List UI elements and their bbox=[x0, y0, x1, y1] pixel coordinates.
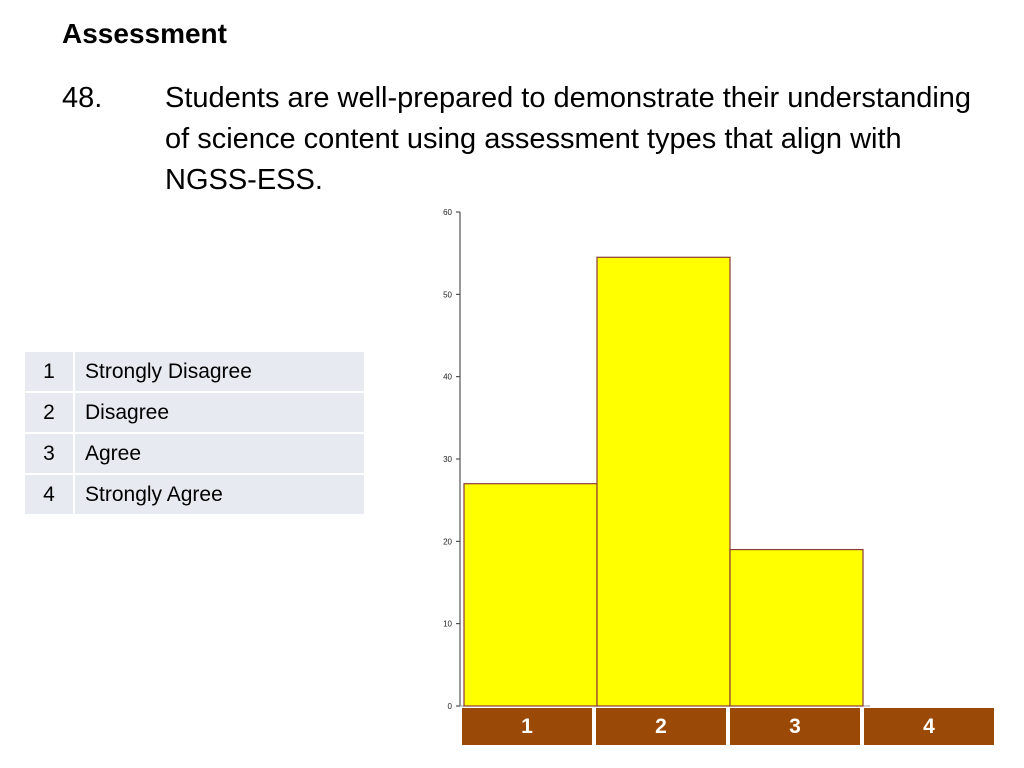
legend-code: 1 bbox=[25, 352, 75, 391]
legend-code: 4 bbox=[25, 475, 75, 514]
legend-row: 1 Strongly Disagree bbox=[25, 352, 364, 391]
category-label: 1 bbox=[461, 707, 593, 746]
y-tick-label: 30 bbox=[443, 455, 452, 464]
legend-row: 3 Agree bbox=[25, 434, 364, 473]
legend-label: Strongly Agree bbox=[75, 475, 364, 514]
bar-1 bbox=[463, 483, 598, 707]
legend-row: 2 Disagree bbox=[25, 393, 364, 432]
y-tick-label: 40 bbox=[443, 373, 452, 382]
scale-legend-table: 1 Strongly Disagree 2 Disagree 3 Agree 4… bbox=[25, 350, 364, 516]
legend-code: 3 bbox=[25, 434, 75, 473]
question-text: Students are well-prepared to demonstrat… bbox=[165, 82, 972, 196]
category-label: 2 bbox=[595, 707, 727, 746]
section-title: Assessment bbox=[62, 18, 227, 49]
y-tick-label: 20 bbox=[443, 537, 452, 546]
y-tick-label: 50 bbox=[443, 290, 452, 299]
legend-label: Strongly Disagree bbox=[75, 352, 364, 391]
category-label: 3 bbox=[729, 707, 861, 746]
bar-2 bbox=[596, 256, 731, 707]
bar-chart: 0 10 20 30 40 50 60 bbox=[443, 208, 870, 711]
legend-label: Disagree bbox=[75, 393, 364, 432]
y-tick-label: 60 bbox=[443, 208, 452, 217]
legend-label: Agree bbox=[75, 434, 364, 473]
bar-3 bbox=[729, 548, 864, 707]
category-labels: 1 2 3 4 bbox=[461, 707, 995, 746]
category-label: 4 bbox=[863, 707, 995, 746]
question-number: 48. bbox=[62, 82, 103, 114]
legend-code: 2 bbox=[25, 393, 75, 432]
y-tick-label: 10 bbox=[443, 620, 452, 629]
legend-row: 4 Strongly Agree bbox=[25, 475, 364, 514]
y-tick-label: 0 bbox=[448, 702, 453, 711]
